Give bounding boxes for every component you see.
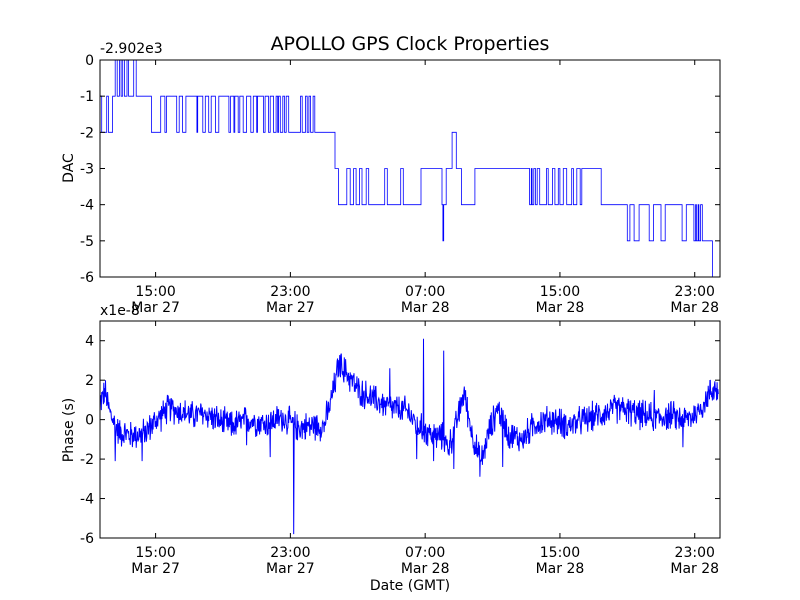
- x-tick-label-date: Mar 28: [401, 561, 450, 577]
- y-tick-label: -4: [80, 492, 94, 508]
- y-tick-label: 2: [85, 373, 94, 389]
- dac-offset-text: -2.902e3: [100, 41, 163, 57]
- y-tick-label: 0: [85, 53, 94, 69]
- x-tick-label-time: 23:00: [270, 545, 310, 561]
- dac-y-axis-label: DAC: [61, 153, 77, 183]
- x-tick-label-time: 15:00: [540, 284, 580, 300]
- x-tick-label-date: Mar 27: [266, 561, 315, 577]
- x-tick-label-time: 15:00: [135, 545, 175, 561]
- plot-frame: [99, 320, 721, 539]
- x-tick-label-date: Mar 28: [401, 300, 450, 316]
- y-tick-label: 0: [85, 413, 94, 429]
- x-tick-label-time: 23:00: [270, 284, 310, 300]
- x-tick-label-time: 23:00: [675, 545, 715, 561]
- phase-panel: x1e-8 Phase (s) Date (GMT) 4 2 0 -2 -4 -6 15:0…: [61, 303, 721, 594]
- phase-y-axis-label: Phase (s): [61, 398, 77, 462]
- x-tick-label-time: 23:00: [675, 284, 715, 300]
- chart-title: APOLLO GPS Clock Properties: [271, 33, 550, 55]
- x-tick-label-date: Mar 28: [536, 300, 585, 316]
- x-tick-label-time: 15:00: [135, 284, 175, 300]
- y-tick-label: -2: [80, 452, 94, 468]
- y-tick-label: -6: [80, 531, 94, 547]
- x-tick-label-date: Mar 27: [266, 300, 315, 316]
- x-tick-label-date: Mar 28: [670, 561, 719, 577]
- y-tick-label: -6: [80, 270, 94, 286]
- x-tick-label-date: Mar 27: [131, 561, 180, 577]
- y-tick-label: -3: [80, 162, 94, 178]
- y-tick-label: 4: [85, 334, 94, 350]
- y-tick-label: -4: [80, 198, 94, 214]
- phase-series-line: [100, 338, 719, 535]
- y-tick-label: -1: [80, 89, 94, 105]
- x-tick-label-time: 07:00: [405, 284, 445, 300]
- y-tick-label: -2: [80, 125, 94, 141]
- x-tick-label-date: Mar 27: [131, 300, 180, 316]
- phase-offset-text: x1e-8: [100, 303, 140, 319]
- x-tick-label-time: 15:00: [540, 545, 580, 561]
- dac-series-line: [100, 60, 715, 277]
- x-tick-label-time: 07:00: [405, 545, 445, 561]
- x-tick-label-date: Mar 28: [536, 561, 585, 577]
- y-tick-label: -5: [80, 234, 94, 250]
- x-axis-label: Date (GMT): [370, 578, 450, 594]
- x-tick-label-date: Mar 28: [670, 300, 719, 316]
